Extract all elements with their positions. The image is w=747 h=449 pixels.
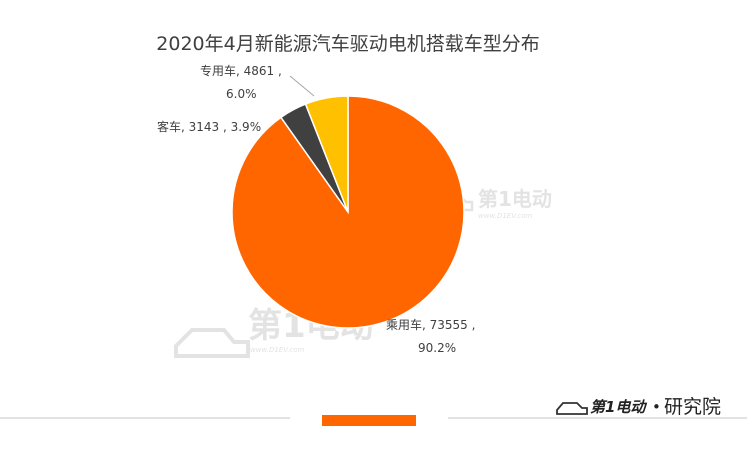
pie-slice bbox=[304, 95, 349, 213]
footer-accent-bar bbox=[322, 415, 416, 426]
brand-car-icon bbox=[556, 402, 588, 415]
pie-data-label-percent: 6.0% bbox=[226, 87, 257, 101]
chart-title: 2020年4月新能源汽车驱动电机搭载车型分布 bbox=[156, 33, 539, 55]
pie-data-label: 客车, 3143 , 3.9% bbox=[157, 119, 261, 134]
pie-labels: 乘用车, 73555 , 90.2% 客车, 3143 , 3.9% 专用车, 486… bbox=[157, 63, 475, 355]
brand-logo-text: 第1电动 bbox=[590, 398, 647, 416]
pie-data-label: 专用车, 4861 , bbox=[200, 63, 282, 78]
pie bbox=[231, 95, 465, 329]
pie-data-label: 乘用车, 73555 , bbox=[386, 317, 475, 332]
footer-brand: 第1电动 • 研究院 bbox=[556, 396, 721, 418]
pie-data-label-percent: 90.2% bbox=[418, 341, 456, 355]
pie-leader-line bbox=[289, 75, 315, 97]
watermark-url: www.D1EV.com bbox=[250, 346, 305, 354]
watermark-url: www.D1EV.com bbox=[478, 212, 533, 220]
watermark-brand: 第1电动 bbox=[478, 187, 552, 211]
brand-suffix: 研究院 bbox=[664, 396, 721, 418]
watermark-car-icon bbox=[174, 328, 250, 358]
brand-separator: • bbox=[652, 398, 661, 416]
